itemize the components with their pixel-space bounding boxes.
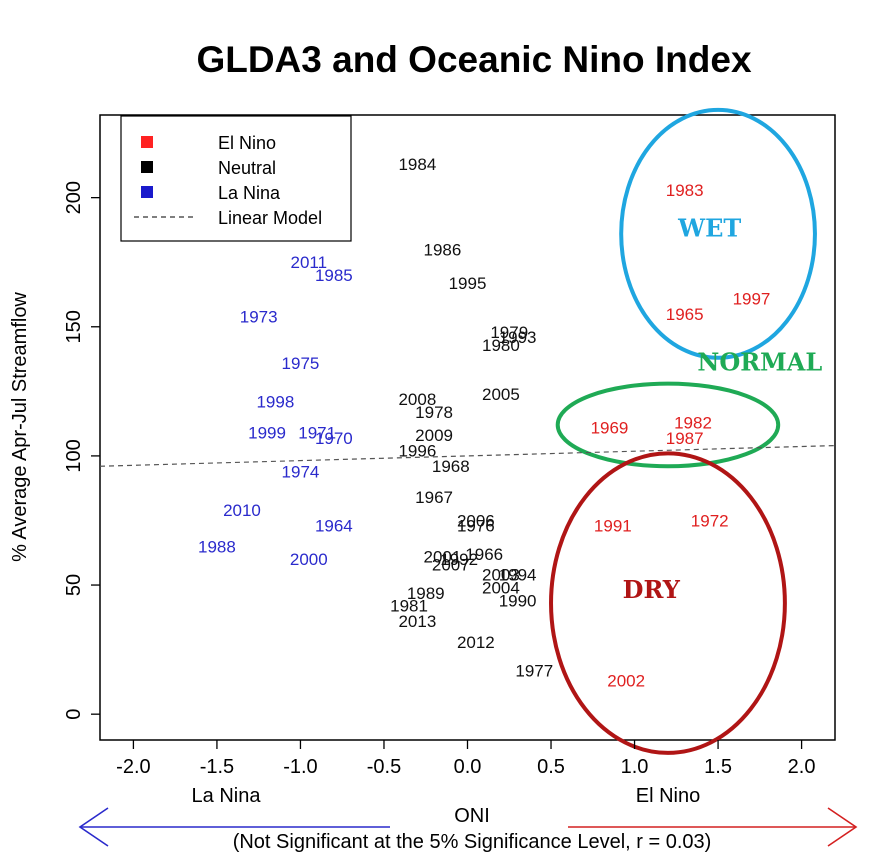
x-tick-label: 0.0 [454,756,482,778]
point-label: 2007 [432,555,470,574]
point-label: 1999 [248,424,286,443]
point-label: 1968 [432,457,470,476]
point-label: 2005 [482,385,520,404]
legend-label: El Nino [218,133,276,153]
la-nina-direction-label: La Nina [192,785,262,807]
chart-subtitle: (Not Significant at the 5% Significance … [233,831,712,853]
point-label: 2002 [607,672,645,691]
point-label: 1990 [499,592,537,611]
point-label: 1989 [407,584,445,603]
zone-label-wet: WET [677,213,741,242]
linear-model-line [99,444,836,467]
point-label: 1977 [515,661,553,680]
linear-model [99,444,836,467]
zone-ellipse-normal [555,381,781,469]
x-tick-label: -0.5 [367,756,401,778]
point-label: 1980 [482,336,520,355]
point-label: 2013 [398,612,436,631]
point-label: 1978 [415,403,453,422]
el-nino-direction-label: El Nino [636,785,700,807]
point-label: 1986 [424,240,462,259]
point-label: 2000 [290,550,328,569]
x-tick-label: 1.0 [621,756,649,778]
point-label: 2011 [291,253,328,272]
point-label: 1993 [499,328,537,347]
point-label: 2009 [415,426,453,445]
point-label: 1982 [674,413,712,432]
zone-annotations: WET NORMAL DRY [549,107,822,755]
point-label: 1979 [490,323,528,342]
point-label: 1981 [390,597,428,616]
y-tick-label: 50 [63,574,85,596]
point-label: 1987 [666,429,704,448]
legend-swatch [141,161,153,173]
x-tick-label: 1.5 [704,756,732,778]
point-label: 1974 [282,462,320,481]
point-label: 2008 [398,390,436,409]
point-label: 1966 [465,545,503,564]
zone-ellipse-dry [549,451,787,755]
x-axis: -2.0 -1.5 -1.0 -0.5 0.0 0.5 1.0 1.5 2.0 [116,740,815,778]
point-label: 1988 [198,537,236,556]
point-label: 2001 [424,548,462,567]
right-arrow-head [827,807,858,847]
direction-arrows: La Nina El Nino [78,785,858,847]
y-tick-label: 100 [63,439,85,472]
legend-swatch [141,136,153,148]
point-label: 2010 [223,501,261,520]
point-label: 1998 [256,393,294,412]
legend-swatch [141,186,153,198]
point-label: 1985 [315,266,353,285]
point-label: 1992 [440,550,478,569]
x-tick-label: -2.0 [116,756,150,778]
zone-ellipse-wet [619,107,817,360]
point-label: 1997 [733,289,771,308]
y-tick-label: 0 [63,709,85,720]
point-label: 1983 [666,181,704,200]
point-label: 1991 [594,517,632,536]
point-label: 1972 [691,511,729,530]
point-label: 1996 [398,442,436,461]
zone-label-dry: DRY [623,575,681,604]
point-label: 1970 [315,429,353,448]
y-axis-label: % Average Apr-Jul Streamflow [9,292,31,562]
point-label: 1976 [457,517,495,536]
legend-label: Linear Model [218,208,322,228]
point-label: 1964 [315,517,353,536]
x-tick-label: -1.0 [283,756,317,778]
x-tick-label: 0.5 [537,756,565,778]
point-label: 1971 [298,424,336,443]
point-label: 1969 [591,419,629,438]
point-label: 2012 [457,633,495,652]
point-label: 1975 [282,354,320,373]
y-tick-label: 150 [63,310,85,343]
x-axis-label: ONI [454,805,490,827]
point-label: 1967 [415,488,453,507]
x-tick-label: 2.0 [788,756,816,778]
x-tick-label: -1.5 [200,756,234,778]
point-label: 1973 [240,307,278,326]
point-label: 1965 [666,305,704,324]
point-label: 2004 [482,579,520,598]
legend-label: La Nina [218,183,281,203]
legend: El Nino Neutral La Nina Linear Model [120,115,352,242]
legend-label: Neutral [218,158,276,178]
legend-box [120,115,352,242]
point-label: 2003 [482,566,520,585]
point-label: 1994 [499,566,537,585]
y-axis: 0 50 100 150 200 [63,181,100,720]
left-arrow-head [78,807,109,847]
point-label: 1995 [449,274,487,293]
chart-title: GLDA3 and Oceanic Nino Index [196,39,752,80]
zone-label-normal: NORMAL [697,348,822,377]
point-label: 1984 [398,155,436,174]
y-tick-label: 200 [63,181,85,214]
point-label: 2006 [457,511,495,530]
